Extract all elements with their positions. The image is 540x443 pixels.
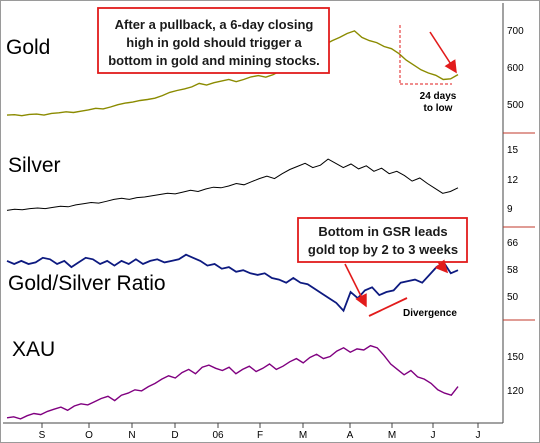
- gold-y-ticks: 700 600 500: [507, 26, 524, 111]
- x-axis-label: M: [299, 430, 307, 441]
- gsr-annotation-line: gold top by 2 to 3 weeks: [308, 242, 458, 257]
- gold-panel-title: Gold: [6, 36, 50, 59]
- xau-y-tick: 150: [507, 352, 524, 363]
- gold-y-tick: 700: [507, 26, 524, 37]
- x-axis-label: F: [257, 430, 263, 441]
- gsr-series-line: [6, 253, 459, 313]
- gold-annotation-line: After a pullback, a 6-day closing: [115, 17, 314, 32]
- x-axis-label: N: [128, 430, 135, 441]
- gsr-y-tick: 66: [507, 238, 519, 249]
- gold-annotation-line: bottom in gold and mining stocks.: [108, 53, 320, 68]
- x-axis-label: D: [171, 430, 178, 441]
- panel-frames: [3, 3, 535, 424]
- gold-y-tick: 500: [507, 100, 524, 111]
- xau-panel-title: XAU: [12, 338, 55, 361]
- x-axis: S O N D 06 F M A M J J: [39, 423, 481, 441]
- x-axis-label: S: [39, 430, 46, 441]
- xau-series-line: [6, 344, 459, 420]
- gsr-y-tick: 50: [507, 292, 519, 303]
- silver-y-tick: 12: [507, 175, 519, 186]
- silver-series-line: [6, 158, 459, 211]
- x-axis-label: J: [431, 430, 436, 441]
- xau-y-tick: 120: [507, 386, 524, 397]
- gold-y-tick: 600: [507, 63, 524, 74]
- x-axis-label: M: [388, 430, 396, 441]
- x-axis-label: A: [347, 430, 354, 441]
- x-axis-label: 06: [212, 430, 224, 441]
- x-axis-label: O: [85, 430, 93, 441]
- silver-y-tick: 9: [507, 204, 513, 215]
- silver-y-tick: 15: [507, 145, 519, 156]
- gold-side-note: 24 days: [420, 91, 457, 102]
- silver-y-ticks: 15 12 9: [507, 145, 519, 215]
- gold-annotation: After a pullback, a 6-day closing high i…: [97, 7, 457, 114]
- gold-annotation-line: high in gold should trigger a: [126, 35, 302, 50]
- gsr-panel-title: Gold/Silver Ratio: [8, 272, 166, 295]
- gold-series-line: [6, 30, 459, 117]
- gsr-y-tick: 58: [507, 265, 519, 276]
- gsr-side-note: Divergence: [403, 308, 457, 319]
- gsr-annotation-line: Bottom in GSR leads: [318, 224, 447, 239]
- xau-y-ticks: 150 120: [507, 352, 524, 397]
- silver-panel-title: Silver: [8, 154, 61, 177]
- gold-side-note: to low: [424, 103, 453, 114]
- gsr-annotation: Bottom in GSR leads gold top by 2 to 3 w…: [297, 217, 468, 319]
- gsr-y-ticks: 66 58 50: [507, 238, 519, 303]
- x-axis-label: J: [476, 430, 481, 441]
